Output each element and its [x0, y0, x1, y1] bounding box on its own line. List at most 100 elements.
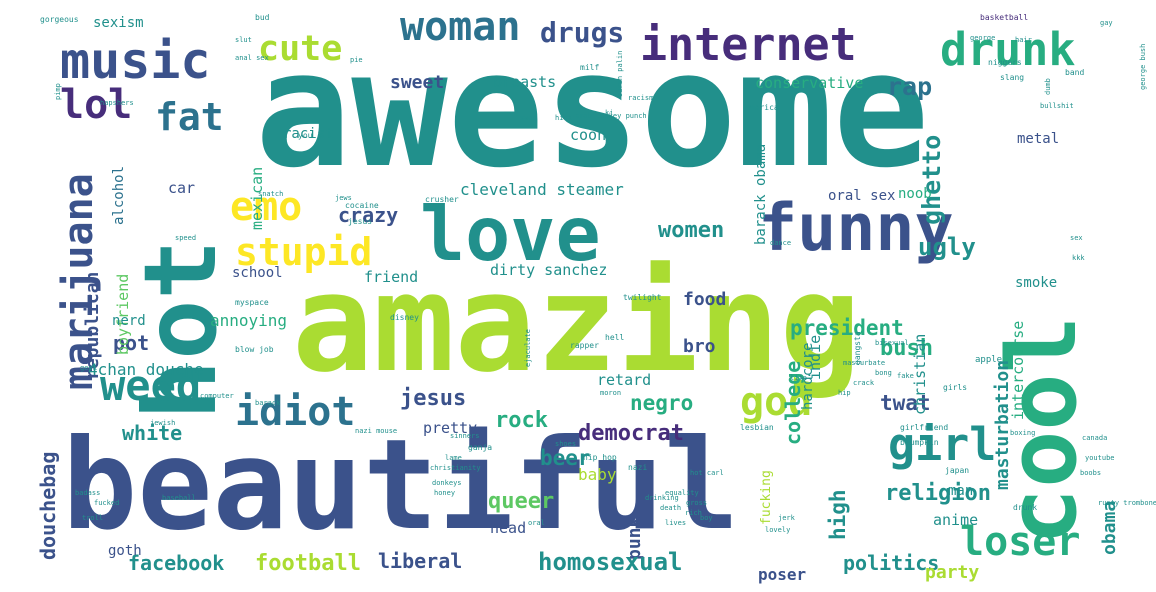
cloud-word: milf [580, 63, 599, 72]
cloud-word: crusher [425, 195, 459, 204]
cloud-word: retard [597, 371, 651, 389]
cloud-word: dirty sanchez [490, 261, 607, 279]
cloud-word: hapshers [100, 99, 134, 107]
cloud-word: nazi [628, 463, 647, 472]
cloud-word: moron [600, 389, 621, 397]
cloud-word: pot [113, 331, 149, 355]
cloud-word: equality [665, 489, 699, 497]
cloud-word: obama [1099, 501, 1120, 555]
cloud-word: bong [875, 369, 892, 377]
cloud-word: religion [885, 481, 991, 506]
cloud-word: homosexual [538, 548, 683, 576]
cloud-word: noob [898, 186, 932, 202]
cloud-word: beautiful [62, 413, 739, 558]
cloud-word: love [420, 190, 601, 278]
cloud-word: anal sex [235, 54, 269, 62]
cloud-word: nerd [112, 313, 146, 329]
cloud-word: hip [838, 389, 851, 397]
cloud-word: christian [911, 334, 929, 415]
cloud-word: blow job [235, 345, 274, 354]
cloud-word: annoying [210, 311, 287, 330]
cloud-word: blumpkin [900, 438, 939, 447]
cloud-word: boy [700, 514, 713, 522]
cloud-word: gangsta [853, 331, 862, 365]
cloud-word: life [790, 374, 807, 382]
cloud-word: racism [628, 94, 653, 102]
cloud-word: fat [155, 95, 224, 139]
cloud-word: disney [390, 313, 419, 322]
cloud-word: music [60, 32, 211, 90]
cloud-word: democrat [578, 421, 684, 446]
cloud-word: basketball [980, 13, 1028, 22]
cloud-word: bud [255, 13, 270, 22]
cloud-word: dumb [1044, 78, 1052, 95]
cloud-word: awesome [255, 16, 929, 203]
cloud-word: boyfriend [114, 274, 132, 355]
cloud-word: ejaculate [524, 329, 532, 367]
cloud-word: smoke [1015, 275, 1057, 291]
cloud-word: indie [806, 335, 824, 380]
cloud-word: sarah palin [616, 51, 624, 97]
cloud-word: canada [1082, 434, 1107, 442]
cloud-word: rich [685, 509, 702, 517]
cloud-word: jesus [348, 217, 372, 226]
cloud-word: high [826, 489, 850, 540]
cloud-word: oral sex [828, 188, 895, 204]
cloud-word: ugly [918, 233, 976, 261]
cloud-word: poser [758, 565, 806, 584]
cloud-word: donkeys [432, 479, 462, 487]
cloud-word: white [122, 421, 182, 445]
cloud-word: twat [880, 391, 931, 415]
cloud-word: ghetto [917, 135, 946, 225]
cloud-word: geek [80, 364, 98, 372]
cloud-word: loser [960, 519, 1080, 565]
cloud-word: girls [943, 383, 967, 392]
cloud-word: barack obama [753, 144, 769, 245]
cloud-word: hair [1015, 36, 1032, 44]
cloud-word: hot carl [690, 469, 724, 477]
cloud-word: douchebag [36, 452, 60, 560]
cloud-word: swag [520, 114, 537, 122]
cloud-word: jewish [150, 419, 175, 427]
cloud-word: mexican [248, 167, 266, 230]
cloud-word: alcohol [111, 166, 127, 225]
cloud-word: masturbation [992, 360, 1013, 490]
cloud-word: honey [434, 489, 455, 497]
cloud-word: sinners [450, 432, 480, 440]
cloud-word: internet [640, 18, 857, 71]
cloud-word: hick [555, 114, 573, 122]
cloud-word: kj [605, 109, 613, 117]
cloud-word: barack [255, 399, 281, 407]
cloud-word: america [745, 103, 779, 112]
cloud-word: party [925, 562, 979, 583]
cloud-word: lol [60, 82, 132, 128]
cloud-word: hot [122, 239, 239, 420]
cloud-word: badass [75, 489, 100, 497]
cloud-word: god [740, 379, 812, 425]
cloud-word: hip hop [583, 453, 617, 462]
cloud-word: youtube [1085, 454, 1115, 462]
cloud-word: kkk [1072, 254, 1085, 262]
cloud-word: girl [888, 418, 996, 471]
cloud-word: baby [578, 465, 617, 484]
cloud-word: breasts [493, 73, 556, 91]
cloud-word: lame [445, 454, 462, 462]
cloud-word: you [298, 131, 313, 140]
cloud-word: women [658, 218, 724, 243]
cloud-word: intercourse [1009, 321, 1027, 420]
cloud-word: school [232, 265, 283, 281]
cloud-word: nazi mouse [355, 427, 397, 435]
cloud-word: niggers [988, 58, 1022, 67]
cloud-word: ganja [468, 443, 492, 452]
cloud-word: pimp [54, 83, 62, 100]
cloud-word: boxing [1010, 429, 1035, 437]
cloud-word: rock [495, 408, 548, 433]
cloud-word: george bush [1139, 44, 1147, 90]
cloud-word: racist [283, 126, 334, 142]
cloud-word: george [970, 34, 995, 42]
cloud-word: lives [665, 519, 686, 527]
cloud-word: 4chan douche [88, 360, 204, 379]
cloud-word: sweet [390, 72, 444, 93]
cloud-word: weed [100, 361, 201, 410]
